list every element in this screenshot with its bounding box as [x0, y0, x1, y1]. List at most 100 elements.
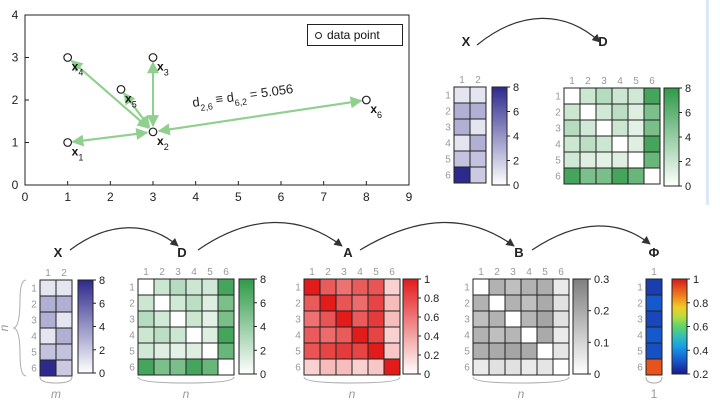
brace-m	[39, 376, 73, 384]
colorbar-label: 2	[685, 157, 691, 169]
matrix-cell	[383, 294, 401, 312]
matrix-cell	[627, 87, 645, 105]
matrix-cell	[469, 86, 487, 104]
matrix-cell	[319, 278, 337, 296]
colorbar-label: 2	[99, 345, 105, 357]
row-index: 3	[555, 124, 561, 135]
matrix-cell	[579, 135, 597, 153]
x-tick-label: 7	[320, 190, 327, 204]
point-label: x2	[157, 134, 169, 152]
matrix-cell	[335, 278, 353, 296]
matrix-cell	[536, 294, 554, 312]
brace-n-B	[472, 376, 570, 384]
col-index: 3	[601, 76, 607, 87]
matrix-cell	[319, 294, 337, 312]
matrix-cell	[552, 294, 570, 312]
matrix-cell	[55, 359, 73, 377]
distance-arrow	[70, 59, 150, 129]
matrix-cell	[488, 278, 506, 296]
matrix-cell	[552, 342, 570, 360]
colorbar-label: 0.8	[693, 298, 708, 310]
y-tick-label: 3	[12, 51, 19, 65]
col-index: 4	[526, 267, 532, 278]
row-index: 3	[445, 123, 451, 134]
matrix-cell	[137, 278, 155, 296]
row-index: 4	[129, 331, 135, 342]
matrix-cell	[201, 278, 219, 296]
matrix-cell	[367, 278, 385, 296]
matrix-cell	[488, 294, 506, 312]
matrix-cell	[645, 310, 663, 328]
x-tick-label: 2	[107, 190, 114, 204]
colorbar-label: 0.8	[424, 293, 439, 305]
matrix-cell	[201, 310, 219, 328]
data-point	[116, 84, 126, 94]
matrix-cell	[169, 310, 187, 328]
colorbar-label: 0	[260, 369, 266, 381]
matrix-cell	[39, 311, 57, 329]
matrix-cell	[645, 326, 663, 344]
matrix-cell	[563, 151, 581, 169]
colorbar-label: 1	[693, 274, 699, 286]
matrix-cell	[153, 278, 171, 296]
colorbar-label: 0.4	[424, 331, 439, 343]
matrix-cell	[303, 342, 321, 360]
row-index: 5	[555, 156, 561, 167]
matrix-cell	[504, 294, 522, 312]
matrix-cell	[611, 119, 629, 137]
row-index: 2	[295, 299, 301, 310]
brace-n-A	[303, 376, 401, 384]
dim-n: n	[349, 387, 356, 401]
matrix-cell	[579, 103, 597, 121]
matrix-cell	[153, 358, 171, 376]
matrix-cell	[504, 310, 522, 328]
distance-arrow	[158, 96, 363, 132]
matrix-cell	[169, 358, 187, 376]
x-tick-label: 6	[278, 190, 285, 204]
matrix-cell	[319, 326, 337, 344]
colorbar-label: 4	[99, 322, 105, 334]
matrix-cell	[579, 167, 597, 185]
matrix-cell	[453, 166, 471, 184]
distance-formula: d2,6 ≡ d6,2 = 5.056	[191, 81, 294, 114]
matrix-cell	[563, 103, 581, 121]
matrix-cell	[595, 135, 613, 153]
matrix-cell	[520, 326, 538, 344]
data-point	[148, 127, 158, 137]
col-index: 4	[617, 76, 623, 87]
matrix-cell	[39, 359, 57, 377]
matrix-cell	[319, 358, 337, 376]
x-tick-label: 0	[22, 190, 29, 204]
scatter-legend: data point	[307, 24, 403, 46]
matrix-cell	[137, 294, 155, 312]
row-index: 3	[129, 315, 135, 326]
row-index: 3	[464, 315, 470, 326]
distance-arrow	[71, 131, 148, 147]
col-index: 2	[61, 268, 67, 279]
col-index: 5	[542, 267, 548, 278]
matrix-cell	[367, 310, 385, 328]
point-label: x6	[370, 102, 382, 120]
matrix-cell	[563, 87, 581, 105]
matrix-cell	[520, 294, 538, 312]
matrix-cell	[611, 167, 629, 185]
matrix-cell	[185, 294, 203, 312]
colorbar-label: 8	[99, 275, 105, 287]
matrix-cell	[595, 167, 613, 185]
brace-rows	[12, 279, 27, 377]
colorbar-label: 0.2	[693, 369, 708, 381]
matrix-cell	[185, 310, 203, 328]
col-index: 1	[651, 267, 657, 278]
col-index: 5	[207, 267, 213, 278]
x-tick-label: 5	[235, 190, 242, 204]
colorbar	[671, 278, 688, 375]
row-index: 5	[129, 347, 135, 358]
brace-1	[645, 376, 663, 384]
row-index: 3	[31, 316, 37, 327]
matrix-cell	[536, 358, 554, 376]
matrix-cell	[169, 278, 187, 296]
matrix-cell	[472, 326, 490, 344]
matrix-cell	[185, 342, 203, 360]
y-tick-label: 1	[12, 136, 19, 150]
matrix-cell	[39, 327, 57, 345]
